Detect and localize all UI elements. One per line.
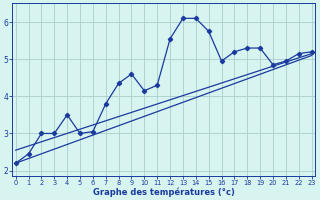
X-axis label: Graphe des températures (°c): Graphe des températures (°c) <box>93 187 235 197</box>
